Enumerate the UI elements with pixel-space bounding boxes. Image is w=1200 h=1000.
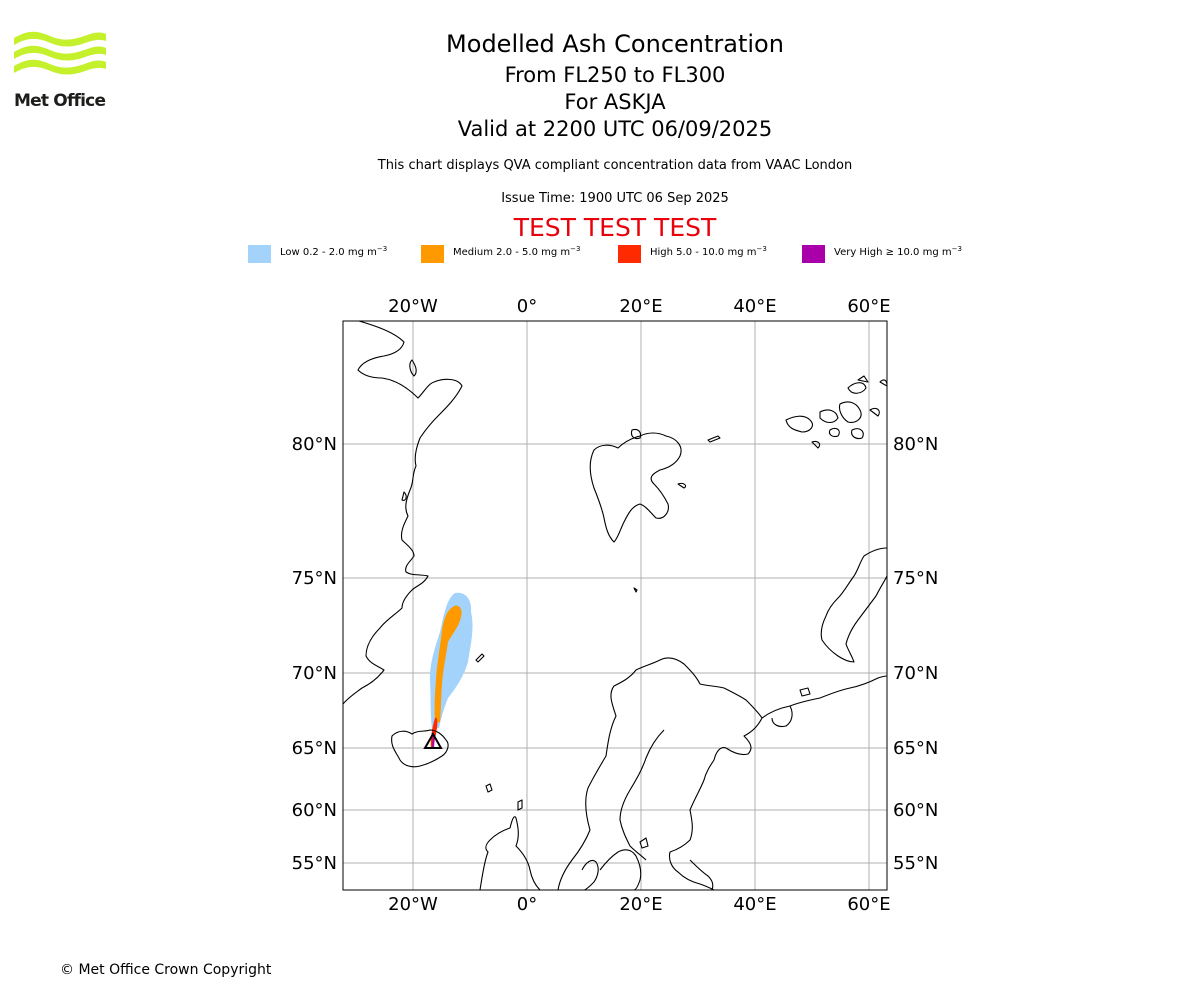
lat-label-right: 60°N xyxy=(893,800,938,821)
volcano-name: For ASKJA xyxy=(564,90,666,114)
test-banner: TEST TEST TEST xyxy=(513,213,717,242)
lat-label-right: 80°N xyxy=(893,434,938,455)
coast-kolguev xyxy=(799,687,811,697)
coast-franz-josef-land xyxy=(785,375,887,449)
coast-gotland xyxy=(639,837,649,849)
coast-baltic xyxy=(689,859,714,890)
lat-label-right: 70°N xyxy=(893,663,938,684)
coast-faroe-islands xyxy=(485,783,493,793)
coast-jan-mayen xyxy=(475,653,485,663)
lon-label-bottom: 20°E xyxy=(619,894,662,915)
lat-label-left: 55°N xyxy=(292,853,337,874)
lon-label-top: 20°W xyxy=(388,296,438,317)
top-longitude-labels: 20°W 0° 20°E 40°E 60°E xyxy=(388,296,890,317)
met-office-logo: Met Office xyxy=(14,30,106,112)
coast-sweden-south xyxy=(599,849,642,890)
met-office-waves-icon xyxy=(14,31,106,75)
ash-plume xyxy=(429,592,473,748)
coastlines xyxy=(343,321,887,890)
coast-shetland xyxy=(517,799,523,811)
map-background xyxy=(343,321,887,890)
volcano-marker-icon xyxy=(423,731,443,749)
coast-greenland-island xyxy=(409,359,417,377)
legend-swatch-very-high xyxy=(802,245,825,263)
lon-label-top: 40°E xyxy=(733,296,776,317)
coast-greenland xyxy=(343,321,463,705)
flight-level-range: From FL250 to FL300 xyxy=(504,63,726,87)
coast-svalbard-island-2 xyxy=(677,482,687,489)
logo-text: Met Office xyxy=(14,91,106,111)
lat-label-left: 80°N xyxy=(292,434,337,455)
coast-greenland-island-2 xyxy=(401,491,407,501)
lon-label-bottom: 20°W xyxy=(388,894,438,915)
coast-iceland xyxy=(391,729,449,768)
lat-label-left: 75°N xyxy=(292,568,337,589)
bottom-longitude-labels: 20°W 0° 20°E 40°E 60°E xyxy=(388,894,890,915)
lon-label-bottom: 40°E xyxy=(733,894,776,915)
legend-swatch-low xyxy=(248,245,271,263)
lon-label-top: 0° xyxy=(517,296,537,317)
ash-medium-region xyxy=(434,605,462,723)
lon-label-bottom: 60°E xyxy=(847,894,890,915)
legend-swatch-high xyxy=(618,245,641,263)
lat-label-left: 60°N xyxy=(292,800,337,821)
ash-high-region xyxy=(430,717,438,748)
lat-label-left: 65°N xyxy=(292,738,337,759)
lon-label-top: 60°E xyxy=(847,296,890,317)
coast-svalbard-island xyxy=(630,428,642,440)
chart-title: Modelled Ash Concentration xyxy=(446,30,784,58)
valid-time: Valid at 2200 UTC 06/09/2025 xyxy=(457,117,773,141)
legend-label-medium: Medium 2.0 - 5.0 mg m−3 xyxy=(453,245,581,259)
legend-label-very-high: Very High ≥ 10.0 mg m−3 xyxy=(834,245,962,259)
issue-time: Issue Time: 1900 UTC 06 Sep 2025 xyxy=(501,191,729,206)
lon-label-top: 20°E xyxy=(619,296,662,317)
coast-gulf-of-bothnia xyxy=(619,729,665,861)
coast-great-britain xyxy=(479,816,541,890)
lat-label-right: 55°N xyxy=(893,853,938,874)
coast-bear-island xyxy=(633,587,638,593)
coast-norway-sweden-finland xyxy=(557,657,763,890)
right-latitude-labels: 80°N 75°N 70°N 65°N 60°N 55°N xyxy=(893,434,938,874)
copyright-notice: © Met Office Crown Copyright xyxy=(60,962,272,978)
legend-label-low: Low 0.2 - 2.0 mg m−3 xyxy=(280,245,388,259)
coast-novaya-zemlya xyxy=(820,547,887,663)
map-frame xyxy=(342,320,888,891)
lat-label-right: 65°N xyxy=(893,738,938,759)
coast-denmark xyxy=(581,859,599,890)
legend-label-high: High 5.0 - 10.0 mg m−3 xyxy=(650,245,767,259)
map-grid xyxy=(343,321,887,890)
coast-kvitoya xyxy=(707,435,721,443)
chart-description: This chart displays QVA compliant concen… xyxy=(377,158,853,173)
coast-kola-white-sea xyxy=(761,675,887,728)
lat-label-left: 70°N xyxy=(292,663,337,684)
coast-svalbard xyxy=(589,432,682,543)
lon-label-bottom: 0° xyxy=(517,894,537,915)
left-latitude-labels: 80°N 75°N 70°N 65°N 60°N 55°N xyxy=(292,434,337,874)
lat-label-right: 75°N xyxy=(893,568,938,589)
legend-swatch-medium xyxy=(421,245,444,263)
